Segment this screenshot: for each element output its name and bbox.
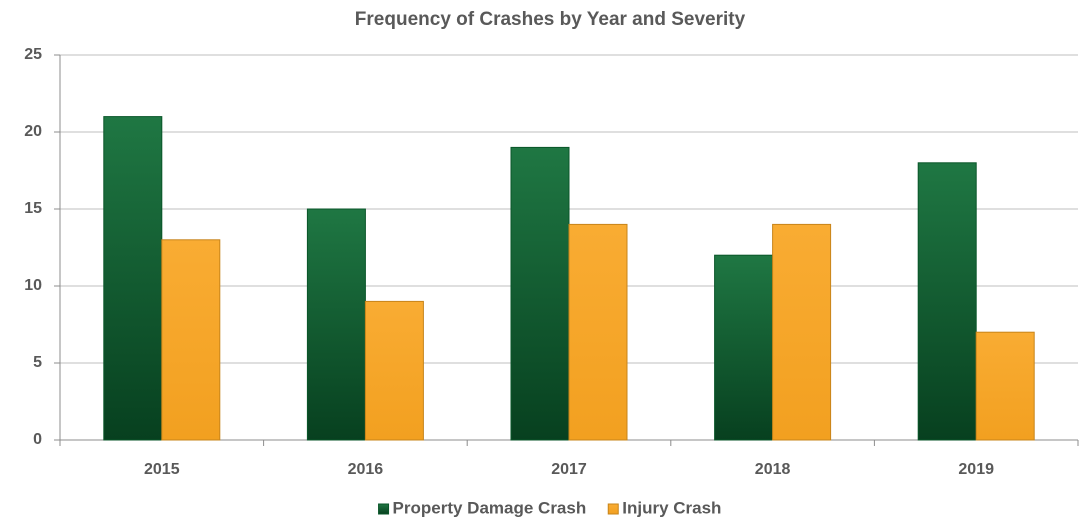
y-tick-label: 0 — [33, 431, 42, 448]
bar — [161, 239, 221, 441]
legend-label: Property Damage Crash — [393, 498, 587, 517]
y-tick-label: 15 — [24, 200, 42, 217]
x-tick-label: 2019 — [958, 461, 994, 478]
bar — [714, 254, 774, 441]
bar — [510, 146, 570, 441]
x-tick-label: 2016 — [348, 461, 384, 478]
bar — [568, 223, 628, 441]
chart-title: Frequency of Crashes by Year and Severit… — [355, 9, 746, 30]
y-tick-label: 5 — [33, 354, 42, 371]
y-tick-label: 25 — [24, 46, 42, 63]
bar — [103, 116, 163, 441]
bar — [364, 300, 424, 441]
bar — [975, 331, 1035, 441]
bar — [917, 162, 977, 441]
y-tick-label: 20 — [24, 123, 42, 140]
x-tick-label: 2015 — [144, 461, 180, 478]
legend-swatch — [378, 503, 390, 515]
legend-swatch — [607, 503, 619, 515]
bar — [772, 223, 832, 441]
bar — [306, 208, 366, 441]
legend-label: Injury Crash — [622, 498, 721, 517]
x-tick-label: 2018 — [755, 461, 791, 478]
y-tick-label: 10 — [24, 277, 42, 294]
x-tick-label: 2017 — [551, 461, 587, 478]
